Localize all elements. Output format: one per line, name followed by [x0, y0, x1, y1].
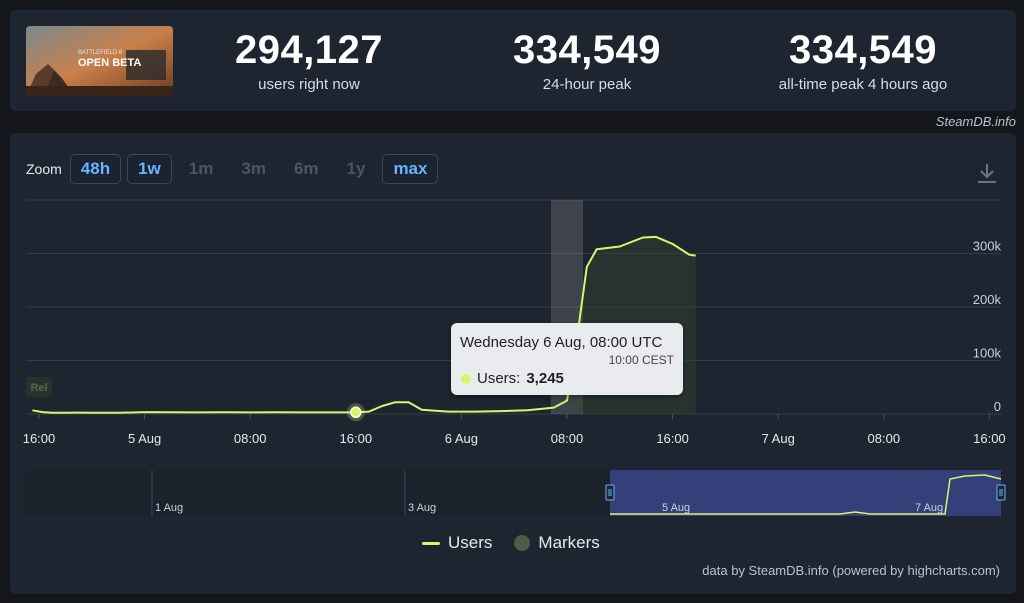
- stat-all-time-peak: 334,549 all-time peak 4 hours ago: [733, 28, 993, 93]
- nav-label: 7 Aug: [915, 502, 943, 514]
- zoom-1w-button[interactable]: 1w: [127, 154, 172, 184]
- tooltip-series-label: Users:: [477, 370, 521, 387]
- nav-label: 3 Aug: [408, 502, 436, 514]
- y-tick-label: 0: [994, 399, 1001, 414]
- zoom-3m-button[interactable]: 3m: [241, 159, 266, 178]
- x-tick-label: 16:00: [973, 431, 1006, 446]
- x-tick-label: 16:00: [23, 431, 56, 446]
- chart-line-layer: [32, 235, 696, 414]
- stat-label: 24-hour peak: [542, 76, 632, 93]
- x-tick-label: 16:00: [656, 431, 689, 446]
- thumb-small-text: BATTLEFIELD 6: [78, 50, 123, 56]
- stat-value: 294,127: [234, 28, 384, 72]
- zoom-1m-button[interactable]: 1m: [188, 159, 214, 178]
- chart-legend: Users Markers: [422, 533, 600, 553]
- tooltip-local-time: 10:00 CEST: [608, 353, 674, 367]
- x-tick-label: 6 Aug: [445, 431, 478, 446]
- stat-value: 334,549: [512, 28, 662, 72]
- navigator-series: [610, 474, 1002, 515]
- x-tick-label: 08:00: [868, 431, 901, 446]
- nav-label: 5 Aug: [662, 502, 690, 514]
- legend-users-label: Users: [448, 533, 493, 552]
- y-tick-label: 200k: [973, 292, 1002, 307]
- steamdb-credit-top[interactable]: SteamDB.info: [935, 114, 1016, 129]
- stats-card: OPEN BETA BATTLEFIELD 6 294,127 users ri…: [10, 10, 1016, 111]
- stat-current-users: 294,127 users right now: [179, 28, 439, 93]
- x-tick-label: 7 Aug: [762, 431, 795, 446]
- users-series-line[interactable]: [32, 235, 696, 414]
- navigator-selection[interactable]: [610, 470, 1001, 516]
- stat-24h-peak: 334,549 24-hour peak: [457, 28, 717, 93]
- dot-swatch-icon: [514, 535, 531, 551]
- chart-card: Zoom 48h 1w 1m 3m 6m 1y max 0 100k 200k 300…: [10, 133, 1016, 594]
- legend-users[interactable]: Users: [422, 533, 492, 553]
- zoom-1y-button[interactable]: 1y: [346, 159, 366, 178]
- download-icon[interactable]: [976, 161, 998, 185]
- tooltip-date: Wednesday 6 Aug, 08:00 UTC: [460, 334, 663, 351]
- stat-label: all-time peak 4 hours ago: [778, 76, 948, 93]
- navigator-right-handle[interactable]: [996, 484, 1006, 501]
- y-axis-labels: 0 100k 200k 300k: [973, 239, 1002, 415]
- rel-badge-label: Rel: [30, 382, 47, 394]
- tooltip-value: 3,245: [526, 370, 564, 387]
- legend-markers-label: Markers: [538, 533, 600, 552]
- game-thumbnail-art: OPEN BETA BATTLEFIELD 6: [26, 26, 173, 96]
- zoom-48h-button[interactable]: 48h: [69, 154, 122, 184]
- navigator-left-handle[interactable]: [605, 484, 615, 501]
- navigator-dividers: [151, 470, 912, 516]
- x-tick-label: 08:00: [551, 431, 584, 446]
- line-swatch-icon: [422, 541, 440, 545]
- zoom-max-button[interactable]: max: [382, 154, 439, 184]
- legend-markers[interactable]: Markers: [514, 533, 600, 553]
- chart-tooltip: Wednesday 6 Aug, 08:00 UTC 10:00 CEST Us…: [451, 323, 683, 395]
- y-tick-label: 300k: [973, 239, 1002, 254]
- stat-label: users right now: [258, 76, 360, 93]
- x-tick-label: 08:00: [234, 431, 267, 446]
- series-color-icon: [461, 373, 471, 384]
- zoom-bar: Zoom 48h 1w 1m 3m 6m 1y max: [26, 153, 444, 185]
- rel-badge[interactable]: Rel: [26, 377, 52, 397]
- x-tick-label: 16:00: [340, 431, 373, 446]
- thumb-caption: OPEN BETA: [78, 57, 141, 69]
- navigator[interactable]: 1 Aug 3 Aug 5 Aug 7 Aug: [26, 470, 1006, 516]
- x-tick-label: 5 Aug: [128, 431, 161, 446]
- nav-label: 1 Aug: [155, 502, 183, 514]
- chart-credit[interactable]: data by SteamDB.info (powered by highcha…: [702, 563, 1000, 578]
- tooltip-row: Users: 3,245: [461, 370, 564, 387]
- x-axis-labels: 16:00 5 Aug 08:00 16:00 6 Aug 08:00 16:00 7 Aug…: [23, 414, 1006, 446]
- y-tick-label: 100k: [973, 346, 1002, 361]
- zoom-6m-button[interactable]: 6m: [293, 159, 319, 178]
- highlight-point[interactable]: [350, 406, 362, 419]
- game-thumbnail[interactable]: OPEN BETA BATTLEFIELD 6: [26, 26, 173, 96]
- stat-value: 334,549: [788, 28, 938, 72]
- highlight-point-layer: [346, 403, 365, 422]
- zoom-label: Zoom: [26, 161, 62, 177]
